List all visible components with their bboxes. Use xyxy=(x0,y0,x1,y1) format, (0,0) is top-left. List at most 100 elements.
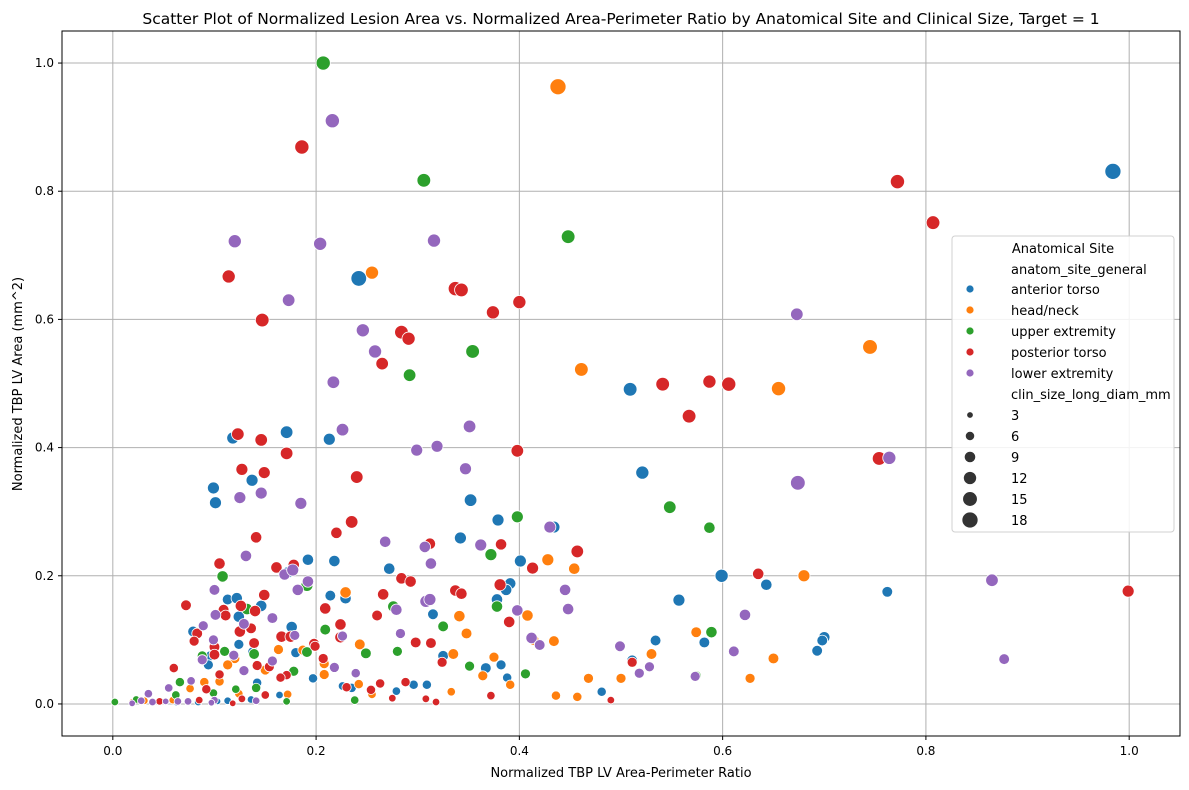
data-point xyxy=(213,557,226,570)
legend-marker xyxy=(965,326,975,336)
data-point xyxy=(197,620,209,632)
data-point xyxy=(790,307,804,321)
x-tick-label: 0.4 xyxy=(510,744,529,758)
legend-size-marker xyxy=(961,511,979,529)
legend-label: anterior torso xyxy=(1011,283,1100,298)
data-point xyxy=(416,173,432,188)
data-point xyxy=(371,609,383,622)
data-point xyxy=(583,672,594,684)
data-point xyxy=(248,637,260,649)
data-point xyxy=(216,570,229,583)
data-point xyxy=(513,554,527,568)
data-point xyxy=(248,648,260,660)
data-point xyxy=(510,444,525,458)
legend-size-label: 9 xyxy=(1011,451,1019,466)
data-point xyxy=(391,686,402,696)
data-point xyxy=(301,553,315,566)
data-point xyxy=(168,663,179,674)
data-point xyxy=(251,660,263,671)
data-point xyxy=(485,305,500,320)
data-point xyxy=(235,462,249,476)
data-point xyxy=(459,462,472,476)
data-point xyxy=(260,690,270,700)
x-tick-label: 0.2 xyxy=(307,744,326,758)
data-point xyxy=(526,561,539,575)
data-point xyxy=(495,659,507,671)
data-point xyxy=(494,538,508,551)
data-point xyxy=(436,656,448,668)
data-point xyxy=(703,521,716,534)
data-point xyxy=(390,603,403,616)
data-point xyxy=(344,515,359,529)
data-point xyxy=(455,587,468,600)
data-point xyxy=(183,697,193,706)
data-point xyxy=(811,644,823,657)
data-point xyxy=(395,628,406,639)
data-point xyxy=(421,679,432,690)
data-point xyxy=(275,672,286,683)
data-point xyxy=(655,376,670,392)
data-point xyxy=(446,687,456,697)
legend-label: upper extremity xyxy=(1011,325,1116,340)
data-point xyxy=(350,270,368,287)
legend-label: posterior torso xyxy=(1011,346,1107,361)
data-point xyxy=(324,589,337,602)
data-point xyxy=(689,670,701,682)
data-point xyxy=(543,520,557,534)
data-point xyxy=(350,668,361,679)
data-point xyxy=(541,553,555,567)
data-point xyxy=(234,599,247,612)
data-point xyxy=(388,693,397,703)
data-point xyxy=(368,344,383,359)
data-point xyxy=(273,644,284,655)
data-point xyxy=(427,608,439,621)
data-point xyxy=(350,695,360,705)
data-point xyxy=(548,635,560,647)
data-point xyxy=(606,695,616,705)
data-point xyxy=(401,331,416,346)
data-point xyxy=(208,634,219,646)
x-tick-label: 0.8 xyxy=(916,744,935,758)
data-point xyxy=(437,620,449,633)
data-point xyxy=(239,549,253,563)
data-point xyxy=(214,669,225,680)
data-point xyxy=(925,215,941,230)
data-point xyxy=(615,672,627,684)
series-posterior-torso xyxy=(155,139,1135,708)
data-point xyxy=(222,659,234,671)
data-point xyxy=(110,697,120,707)
data-point xyxy=(797,569,811,583)
data-point xyxy=(702,374,717,389)
data-point xyxy=(228,649,240,661)
data-point xyxy=(882,450,897,465)
data-point xyxy=(335,422,350,437)
data-point xyxy=(465,344,480,359)
data-point xyxy=(614,640,626,653)
data-point xyxy=(760,578,773,591)
x-axis-label: Normalized TBP LV Area-Perimeter Ratio xyxy=(490,766,751,781)
data-point xyxy=(454,282,469,298)
data-point xyxy=(354,638,366,651)
legend-size-label: 3 xyxy=(1011,409,1019,424)
legend-size-label: 6 xyxy=(1011,430,1019,445)
data-point xyxy=(360,647,372,660)
data-point xyxy=(286,563,300,577)
data-point xyxy=(375,678,386,689)
data-point xyxy=(307,673,319,684)
legend-title: Anatomical Site xyxy=(1012,242,1114,257)
data-point xyxy=(249,604,262,618)
data-point xyxy=(250,531,263,544)
data-point xyxy=(282,689,293,699)
legend-marker xyxy=(965,284,975,294)
data-point xyxy=(511,604,524,617)
data-point xyxy=(341,682,352,693)
data-point xyxy=(209,496,222,510)
data-point xyxy=(503,615,516,629)
data-point xyxy=(238,665,250,677)
data-point xyxy=(337,630,348,642)
y-tick-label: 0.0 xyxy=(35,697,54,711)
data-point xyxy=(315,55,331,71)
data-point xyxy=(180,599,192,612)
data-point xyxy=(418,540,431,554)
data-point xyxy=(520,668,531,680)
